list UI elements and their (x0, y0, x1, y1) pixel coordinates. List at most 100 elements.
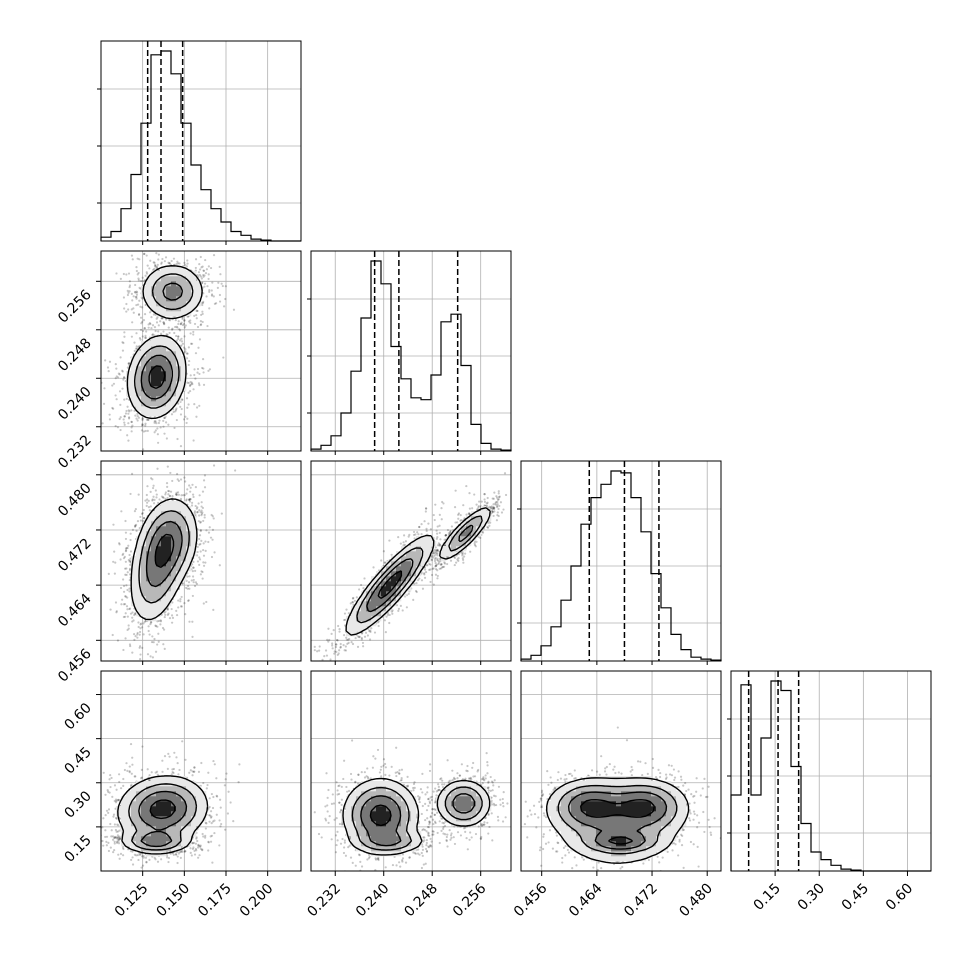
sample-point (123, 399, 125, 401)
density-cell (166, 276, 171, 281)
sample-point (140, 622, 142, 624)
sample-point (143, 517, 145, 519)
sample-point (128, 409, 130, 411)
sample-point (122, 342, 124, 344)
sample-point (154, 264, 156, 266)
sample-point (183, 262, 185, 264)
density-cell (166, 516, 171, 521)
sample-point (157, 633, 159, 635)
sample-point (180, 413, 182, 415)
density-cell (176, 516, 181, 521)
sample-point (146, 254, 148, 256)
sample-point (118, 542, 120, 544)
sample-point (130, 533, 132, 535)
density-cell (156, 571, 161, 576)
density-cell (141, 571, 146, 576)
sample-point (174, 410, 176, 412)
sample-point (191, 636, 193, 638)
sample-point (188, 581, 190, 583)
density-cell (141, 586, 146, 591)
sample-point (131, 430, 133, 432)
sample-point (211, 556, 213, 558)
sample-point (128, 661, 130, 663)
density-cell (186, 286, 191, 291)
sample-point (127, 571, 129, 573)
sample-point (153, 638, 155, 640)
sample-point (156, 468, 158, 470)
sample-point (195, 267, 197, 269)
sample-point (198, 509, 200, 511)
sample-point (168, 326, 170, 328)
sample-point (162, 426, 164, 428)
sample-point (202, 371, 204, 373)
sample-point (140, 519, 142, 521)
sample-point (147, 430, 149, 432)
sample-point (128, 554, 130, 556)
sample-point (137, 692, 139, 694)
sample-point (139, 527, 141, 529)
sample-point (161, 771, 163, 773)
sample-point (143, 319, 145, 321)
sample-point (137, 621, 139, 623)
sample-point (119, 858, 121, 860)
sample-point (188, 772, 190, 774)
density-cell (161, 516, 166, 521)
sample-point (204, 540, 206, 542)
density-cell (141, 556, 146, 561)
sample-point (146, 498, 148, 500)
sample-point (146, 505, 148, 507)
sample-point (144, 425, 146, 427)
sample-point (176, 438, 178, 440)
sample-point (178, 328, 180, 330)
sample-point (225, 778, 227, 780)
sample-point (175, 610, 177, 612)
density-cell (171, 286, 176, 291)
sample-point (111, 384, 113, 386)
sample-point (175, 407, 177, 409)
sample-point (112, 561, 114, 563)
sample-point (124, 574, 126, 576)
density-cell (141, 561, 146, 566)
density-cell (156, 606, 161, 611)
sample-point (140, 867, 142, 869)
sample-point (153, 499, 155, 501)
sample-point (204, 259, 206, 261)
sample-point (111, 829, 113, 831)
sample-point (224, 829, 226, 831)
density-cell (171, 276, 176, 281)
sample-point (126, 663, 128, 665)
sample-point (127, 422, 129, 424)
sample-point (183, 477, 185, 479)
sample-point (193, 368, 195, 370)
sample-point (133, 633, 135, 635)
sample-point (207, 278, 209, 280)
sample-point (155, 330, 157, 332)
sample-point (211, 293, 213, 295)
sample-point (202, 782, 204, 784)
sample-point (134, 510, 136, 512)
sample-point (207, 772, 209, 774)
density-cell (166, 546, 171, 551)
density-cell (151, 401, 156, 406)
sample-point (149, 633, 151, 635)
density-cell (166, 311, 171, 316)
density-cell (156, 556, 161, 561)
sample-point (212, 529, 214, 531)
sample-point (139, 631, 141, 633)
sample-point (138, 287, 140, 289)
sample-point (138, 300, 140, 302)
sample-point (123, 616, 125, 618)
sample-point (156, 321, 158, 323)
sample-point (205, 529, 207, 531)
sample-point (201, 513, 203, 515)
density-cell (146, 281, 151, 286)
sample-point (150, 316, 152, 318)
sample-point (193, 246, 195, 248)
sample-point (193, 315, 195, 317)
sample-point (171, 480, 173, 482)
density-cell (151, 526, 156, 531)
sample-point (204, 562, 206, 564)
density-cell (161, 311, 166, 316)
sample-point (195, 248, 197, 250)
